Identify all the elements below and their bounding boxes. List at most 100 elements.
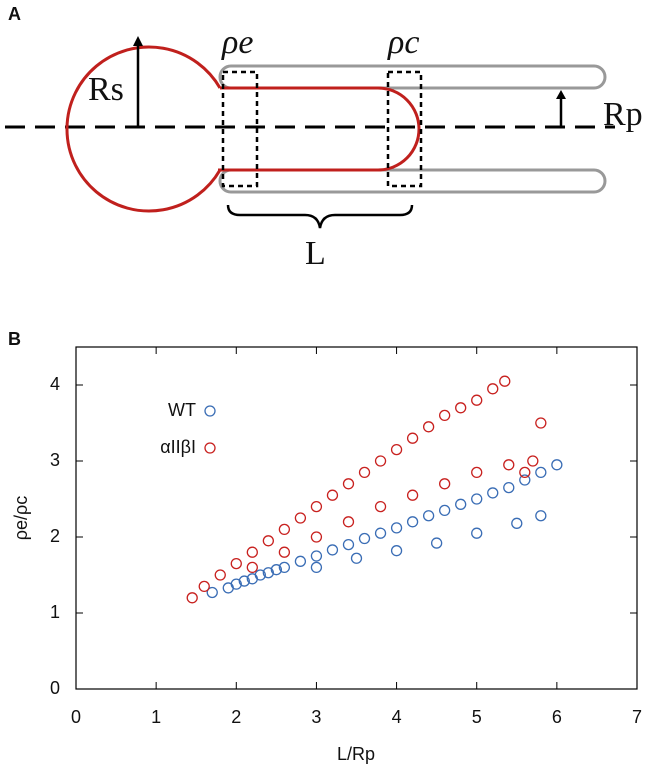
x-tick-label: 0 [71, 707, 81, 727]
point [206, 586, 218, 599]
point [503, 459, 515, 471]
cap-box [386, 70, 423, 188]
point [390, 443, 403, 456]
x-tick-label: 1 [151, 707, 161, 727]
x-tick-label: 3 [311, 707, 321, 727]
point [278, 561, 291, 574]
point [246, 561, 258, 574]
point [374, 455, 387, 467]
point [406, 432, 419, 444]
point [342, 478, 355, 490]
point [326, 544, 339, 556]
point [487, 487, 499, 499]
point [278, 523, 291, 536]
x-tick-label: 5 [472, 707, 482, 727]
point [422, 421, 435, 433]
point [262, 567, 274, 579]
point [519, 466, 531, 479]
x-tick-label: 2 [231, 707, 241, 727]
scatter-chart: B L/Rp ρe/ρc 0 1 2 3 4 5 6 7 0 1 2 3 4 WT αIIβI [8, 329, 642, 764]
point [471, 527, 483, 539]
point [230, 557, 242, 570]
point [439, 478, 451, 490]
legend-marker [204, 405, 216, 417]
point [310, 561, 323, 574]
point [350, 552, 363, 564]
rs-label: Rs [88, 71, 124, 108]
cell-body [65, 45, 223, 213]
point [342, 538, 355, 551]
point [455, 402, 467, 414]
point [230, 578, 242, 590]
diagram: A Rs ρe ρc Rp L [5, 4, 643, 272]
x-tick-label: 7 [632, 707, 642, 727]
point [455, 498, 467, 510]
point [294, 512, 307, 524]
legend-label: αIIβI [160, 437, 196, 457]
l-label: L [305, 235, 326, 272]
point [471, 493, 483, 505]
point [471, 394, 483, 406]
point [551, 459, 563, 471]
point [262, 535, 274, 547]
arrow-head [556, 90, 566, 99]
pore-wall [218, 168, 607, 194]
y-tick-label: 0 [50, 678, 60, 698]
brace [226, 204, 414, 229]
point [310, 500, 323, 513]
y-axis-label: ρe/ρc [11, 496, 31, 541]
point [238, 575, 250, 587]
point [278, 546, 291, 558]
point [499, 375, 511, 387]
arrow-head [133, 36, 143, 46]
point [422, 510, 435, 522]
point [487, 383, 499, 395]
x-tick-label: 6 [552, 707, 562, 727]
point [198, 580, 210, 593]
point [294, 555, 307, 567]
point [430, 537, 443, 549]
point [310, 531, 323, 543]
rho-e-label: ρe [221, 24, 253, 61]
point [519, 474, 531, 486]
pore-wall [218, 64, 607, 90]
point [254, 569, 266, 581]
panel-label: A [8, 4, 21, 24]
point [342, 516, 355, 528]
x-axis-label: L/Rp [337, 744, 375, 764]
y-tick-label: 2 [50, 526, 60, 546]
cell-tongue [220, 86, 421, 172]
point [246, 546, 258, 558]
rho-c-label: ρc [387, 24, 419, 61]
plot-frame [75, 346, 638, 690]
point [406, 489, 419, 501]
point [390, 522, 403, 534]
x-tick-label: 4 [392, 707, 402, 727]
rp-label: Rp [603, 96, 643, 133]
point [439, 504, 451, 517]
point [511, 517, 523, 529]
y-tick-label: 4 [50, 374, 60, 394]
legend-marker [204, 442, 216, 454]
point [214, 569, 226, 581]
point [374, 527, 387, 539]
point [535, 466, 547, 479]
point [406, 516, 419, 528]
point [358, 532, 371, 545]
panel-label: B [8, 329, 21, 349]
y-tick-label: 3 [50, 450, 60, 470]
legend-label: WT [168, 400, 196, 420]
point [310, 550, 323, 562]
entrance-box [221, 70, 259, 188]
point [374, 500, 387, 513]
point [471, 466, 483, 479]
point [503, 481, 515, 494]
point [390, 545, 403, 557]
point [527, 455, 539, 467]
point [439, 409, 451, 422]
y-tick-label: 1 [50, 602, 60, 622]
point [326, 489, 339, 501]
point [358, 466, 371, 479]
